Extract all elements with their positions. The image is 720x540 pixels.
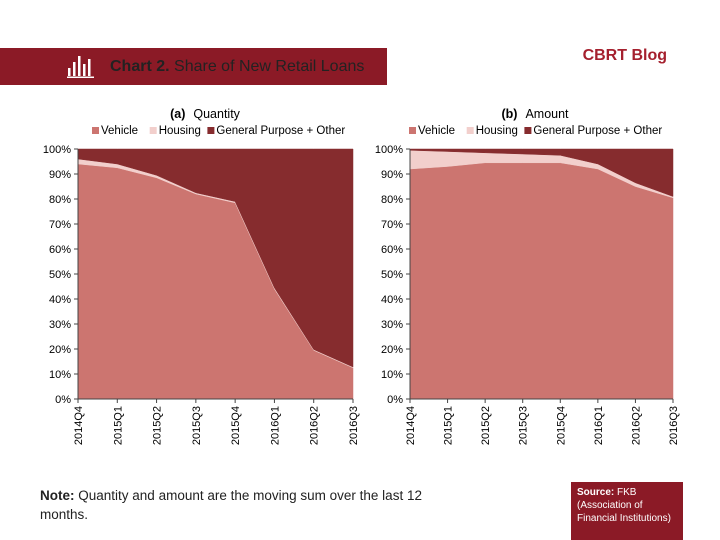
x-tick-label: 2015Q4 xyxy=(230,406,242,445)
source-text: FKB (Association of Financial Institutio… xyxy=(577,487,671,524)
title-bold: Chart 2. xyxy=(110,58,170,75)
area-general xyxy=(77,148,354,368)
x-tick-label: 2016Q2 xyxy=(309,406,321,445)
y-tick-label: 90% xyxy=(49,169,71,181)
y-tick-label: 0% xyxy=(387,394,403,406)
y-tick-label: 10% xyxy=(49,369,71,381)
legend-label: General Purpose + Other xyxy=(533,125,662,137)
y-tick-label: 20% xyxy=(381,344,403,356)
title-rest: Share of New Retail Loans xyxy=(174,58,365,75)
y-tick-label: 40% xyxy=(381,294,403,306)
chart-quantity: (a) Quantity Vehicle Housing General Purpose… xyxy=(43,107,360,445)
source-box: Source: FKB (Association of Financial In… xyxy=(571,482,683,540)
legend-swatch xyxy=(207,127,215,134)
x-tick-label: 2015Q1 xyxy=(112,406,124,445)
y-tick-label: 10% xyxy=(381,369,403,381)
y-tick-label: 60% xyxy=(381,244,403,256)
legend-label: Vehicle xyxy=(418,125,455,137)
y-tick-label: 80% xyxy=(49,194,71,206)
y-tick-label: 30% xyxy=(49,319,71,331)
y-tick-label: 100% xyxy=(43,144,71,156)
y-tick-label: 90% xyxy=(381,169,403,181)
y-tick-label: 50% xyxy=(49,269,71,281)
legend-label: Housing xyxy=(159,125,201,137)
legend-swatch xyxy=(149,127,157,134)
y-tick-label: 100% xyxy=(375,144,403,156)
y-tick-label: 30% xyxy=(381,319,403,331)
y-tick-label: 80% xyxy=(381,194,403,206)
blog-label: CBRT Blog xyxy=(582,47,667,64)
panel-title: Quantity xyxy=(193,107,240,121)
x-tick-label: 2016Q2 xyxy=(630,406,642,445)
x-tick-label: 2015Q4 xyxy=(555,406,567,445)
legend-label: General Purpose + Other xyxy=(216,125,345,137)
x-tick-label: 2015Q2 xyxy=(152,406,164,445)
legend-swatch xyxy=(409,127,416,134)
y-tick-label: 20% xyxy=(49,344,71,356)
title-bar xyxy=(0,48,387,85)
legend-label: Housing xyxy=(476,125,518,137)
y-tick-label: 70% xyxy=(49,219,71,231)
x-tick-label: 2016Q3 xyxy=(668,406,680,445)
panel-label: (a) xyxy=(170,107,185,121)
note-text: Quantity and amount are the moving sum o… xyxy=(40,488,422,522)
x-tick-label: 2015Q3 xyxy=(191,406,203,445)
chart-amount: (b) Amount Vehicle Housing General Purpose +… xyxy=(375,107,680,445)
x-tick-label: 2016Q1 xyxy=(269,406,281,445)
y-tick-label: 60% xyxy=(49,244,71,256)
x-tick-label: 2015Q1 xyxy=(443,406,455,445)
legend-swatch xyxy=(466,127,474,134)
y-tick-label: 50% xyxy=(381,269,403,281)
y-tick-label: 70% xyxy=(381,219,403,231)
chart-subtitle: (a) Quantity xyxy=(170,107,241,121)
chart-subtitle: (b) Amount xyxy=(501,107,569,121)
legend-swatch xyxy=(92,127,99,134)
area-general xyxy=(409,148,674,197)
area-vehicle xyxy=(409,162,674,400)
note: Note: Quantity and amount are the moving… xyxy=(40,486,460,524)
bar-chart-icon xyxy=(67,56,94,78)
panel-label: (b) xyxy=(501,107,517,121)
x-tick-label: 2014Q4 xyxy=(73,406,85,445)
source-label: Source: xyxy=(577,487,615,498)
page-title: Chart 2. Share of New Retail Loans xyxy=(110,58,364,76)
legend-swatch xyxy=(524,127,532,134)
legend-label: Vehicle xyxy=(101,125,138,137)
x-tick-label: 2016Q1 xyxy=(593,406,605,445)
panel-title: Amount xyxy=(525,107,569,121)
x-tick-label: 2015Q2 xyxy=(480,406,492,445)
y-tick-label: 0% xyxy=(55,394,71,406)
note-label: Note: xyxy=(40,488,75,503)
x-tick-label: 2016Q3 xyxy=(348,406,360,445)
x-tick-label: 2014Q4 xyxy=(405,406,417,445)
x-tick-label: 2015Q3 xyxy=(518,406,530,445)
y-tick-label: 40% xyxy=(49,294,71,306)
